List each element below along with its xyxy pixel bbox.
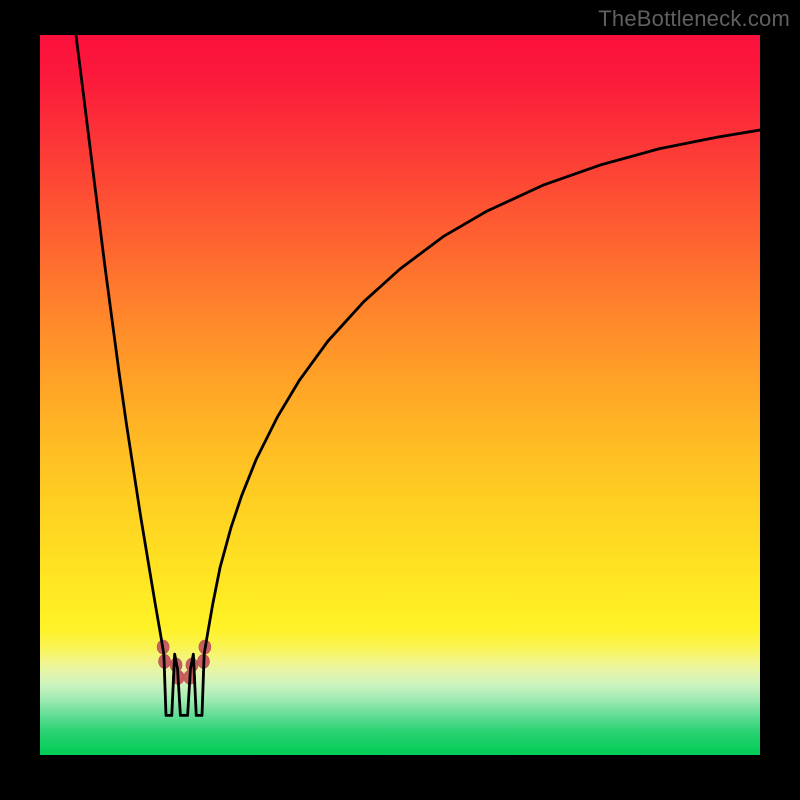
chart-background-gradient <box>40 35 760 755</box>
chart-stage: TheBottleneck.com <box>0 0 800 800</box>
watermark-text: TheBottleneck.com <box>598 6 790 32</box>
bottleneck-curve-chart <box>0 0 800 800</box>
